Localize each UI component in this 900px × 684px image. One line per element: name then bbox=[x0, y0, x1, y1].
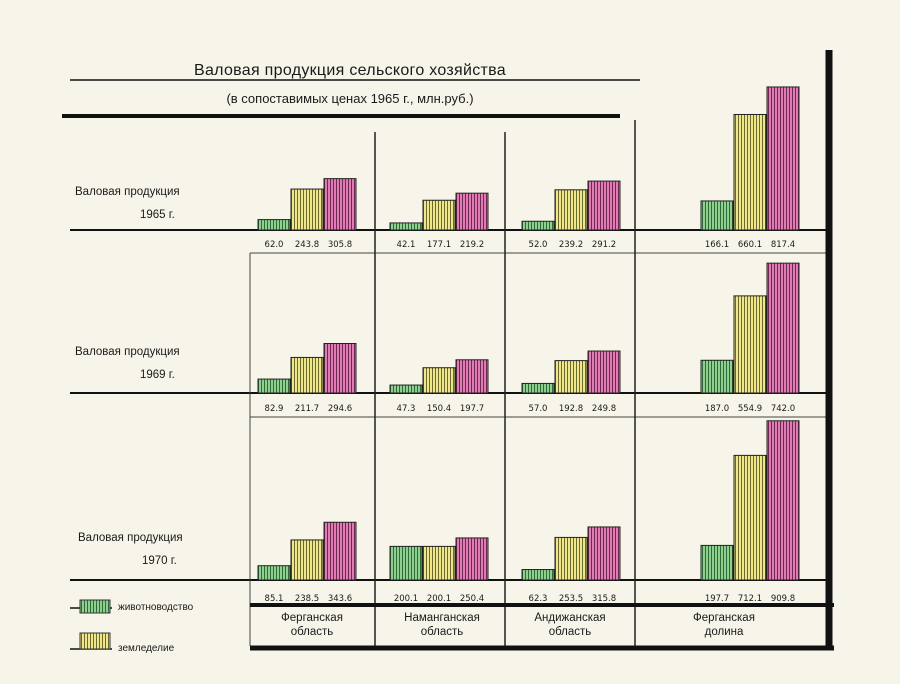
bar-value-label: 197.7 bbox=[460, 404, 484, 414]
bar-crops bbox=[733, 113, 767, 231]
bar-crops bbox=[422, 367, 456, 394]
bar-value-label: 42.1 bbox=[397, 240, 416, 250]
bar-livestock bbox=[389, 384, 423, 394]
bar-value-label: 197.7 bbox=[705, 594, 729, 604]
row-year: 1970 г. bbox=[142, 555, 177, 567]
bar-crops bbox=[733, 454, 767, 581]
bar-value-label: 187.0 bbox=[705, 404, 729, 414]
bar-total bbox=[766, 262, 800, 394]
legend-label-crops: земледелие bbox=[118, 643, 175, 654]
bar-value-label: 85.1 bbox=[265, 594, 284, 604]
bar-value-label: 660.1 bbox=[738, 240, 762, 250]
bar-value-label: 177.1 bbox=[427, 240, 451, 250]
bar-value-label: 909.8 bbox=[771, 594, 795, 604]
region-label-line: область bbox=[420, 626, 464, 638]
bar-value-label: 243.8 bbox=[295, 240, 319, 250]
row-label: Валовая продукция bbox=[78, 532, 183, 544]
bar-livestock bbox=[389, 545, 423, 581]
bar-crops bbox=[290, 356, 324, 394]
bar-total bbox=[455, 192, 489, 231]
legend-swatch-crops bbox=[79, 632, 111, 650]
bar-total bbox=[455, 537, 489, 581]
bar-value-label: 47.3 bbox=[397, 404, 416, 414]
bar-value-label: 219.2 bbox=[460, 240, 484, 250]
legend-label-livestock: животноводство bbox=[118, 602, 194, 613]
region-label-line: долина bbox=[704, 626, 744, 638]
bar-livestock bbox=[257, 219, 291, 231]
bar-value-label: 250.4 bbox=[460, 594, 484, 604]
bar-value-label: 62.0 bbox=[265, 240, 284, 250]
bar-value-label: 52.0 bbox=[529, 240, 548, 250]
bar-livestock bbox=[700, 544, 734, 581]
bar-total bbox=[323, 178, 357, 231]
bar-livestock bbox=[700, 200, 734, 231]
bar-value-label: 200.1 bbox=[394, 594, 418, 604]
region-label-line: область bbox=[290, 626, 334, 638]
bar-livestock bbox=[700, 359, 734, 394]
region-label-namangan-oblast: Наманганская область bbox=[378, 611, 506, 639]
bar-value-label: 62.3 bbox=[529, 594, 548, 604]
bar-crops bbox=[554, 189, 588, 231]
bar-value-label: 294.6 bbox=[328, 404, 352, 414]
bar-value-label: 554.9 bbox=[738, 404, 762, 414]
bar-value-label: 166.1 bbox=[705, 240, 729, 250]
bar-crops bbox=[554, 360, 588, 394]
bar-total bbox=[323, 343, 357, 394]
region-label-fergana-valley: Ферганская долина bbox=[660, 611, 788, 639]
region-label-line: Наманганская bbox=[404, 612, 480, 624]
bar-value-label: 742.0 bbox=[771, 404, 795, 414]
bar-value-label: 57.0 bbox=[529, 404, 548, 414]
bar-crops bbox=[290, 539, 324, 581]
bar-total bbox=[587, 526, 621, 581]
bar-marks: 62.0 243.8 305.8 42.1 177.1 219.2 52.0 239.2 291… bbox=[257, 86, 800, 604]
chart-subtitle: (в сопоставимых ценах 1965 г., млн.руб.) bbox=[226, 91, 474, 106]
bar-value-label: 150.4 bbox=[427, 404, 451, 414]
bar-crops bbox=[290, 188, 324, 231]
bar-value-label: 238.5 bbox=[295, 594, 319, 604]
bar-crops bbox=[422, 545, 456, 581]
row-year: 1965 г. bbox=[140, 209, 175, 221]
bar-livestock bbox=[257, 378, 291, 394]
bar-value-label: 315.8 bbox=[592, 594, 616, 604]
region-label-fergana-oblast: Ферганская область bbox=[248, 611, 376, 639]
bar-total bbox=[587, 180, 621, 231]
bar-livestock bbox=[389, 222, 423, 231]
region-label-line: Ферганская bbox=[281, 612, 343, 624]
bar-total bbox=[766, 420, 800, 581]
bar-total bbox=[323, 521, 357, 581]
bar-total bbox=[587, 350, 621, 394]
region-label-line: Ферганская bbox=[693, 612, 755, 624]
bar-livestock bbox=[521, 220, 555, 231]
bar-crops bbox=[422, 199, 456, 231]
row-year: 1969 г. bbox=[140, 369, 175, 381]
bar-value-label: 343.6 bbox=[328, 594, 352, 604]
chart-title: Валовая продукция сельского хозяйства bbox=[193, 62, 507, 79]
bar-crops bbox=[554, 536, 588, 581]
bar-value-label: 817.4 bbox=[771, 240, 795, 250]
region-label-line: Андижанская bbox=[534, 612, 606, 624]
bar-value-label: 82.9 bbox=[265, 404, 284, 414]
row-label: Валовая продукция bbox=[75, 346, 180, 358]
legend-swatch-livestock bbox=[79, 599, 111, 614]
bar-total bbox=[455, 359, 489, 394]
region-label-andijan-oblast: Андижанская область bbox=[506, 611, 634, 639]
bar-value-label: 192.8 bbox=[559, 404, 583, 414]
bar-total bbox=[766, 86, 800, 231]
bar-value-label: 249.8 bbox=[592, 404, 616, 414]
row-label: Валовая продукция bbox=[75, 186, 180, 198]
bar-crops bbox=[733, 295, 767, 394]
bar-livestock bbox=[521, 569, 555, 581]
bar-value-label: 305.8 bbox=[328, 240, 352, 250]
bar-livestock bbox=[521, 382, 555, 394]
bar-value-label: 239.2 bbox=[559, 240, 583, 250]
bar-value-label: 211.7 bbox=[295, 404, 319, 414]
bar-livestock bbox=[257, 565, 291, 581]
bar-value-label: 200.1 bbox=[427, 594, 451, 604]
bar-value-label: 291.2 bbox=[592, 240, 616, 250]
region-label-line: область bbox=[548, 626, 592, 638]
bar-value-label: 253.5 bbox=[559, 594, 583, 604]
bar-value-label: 712.1 bbox=[738, 594, 762, 604]
